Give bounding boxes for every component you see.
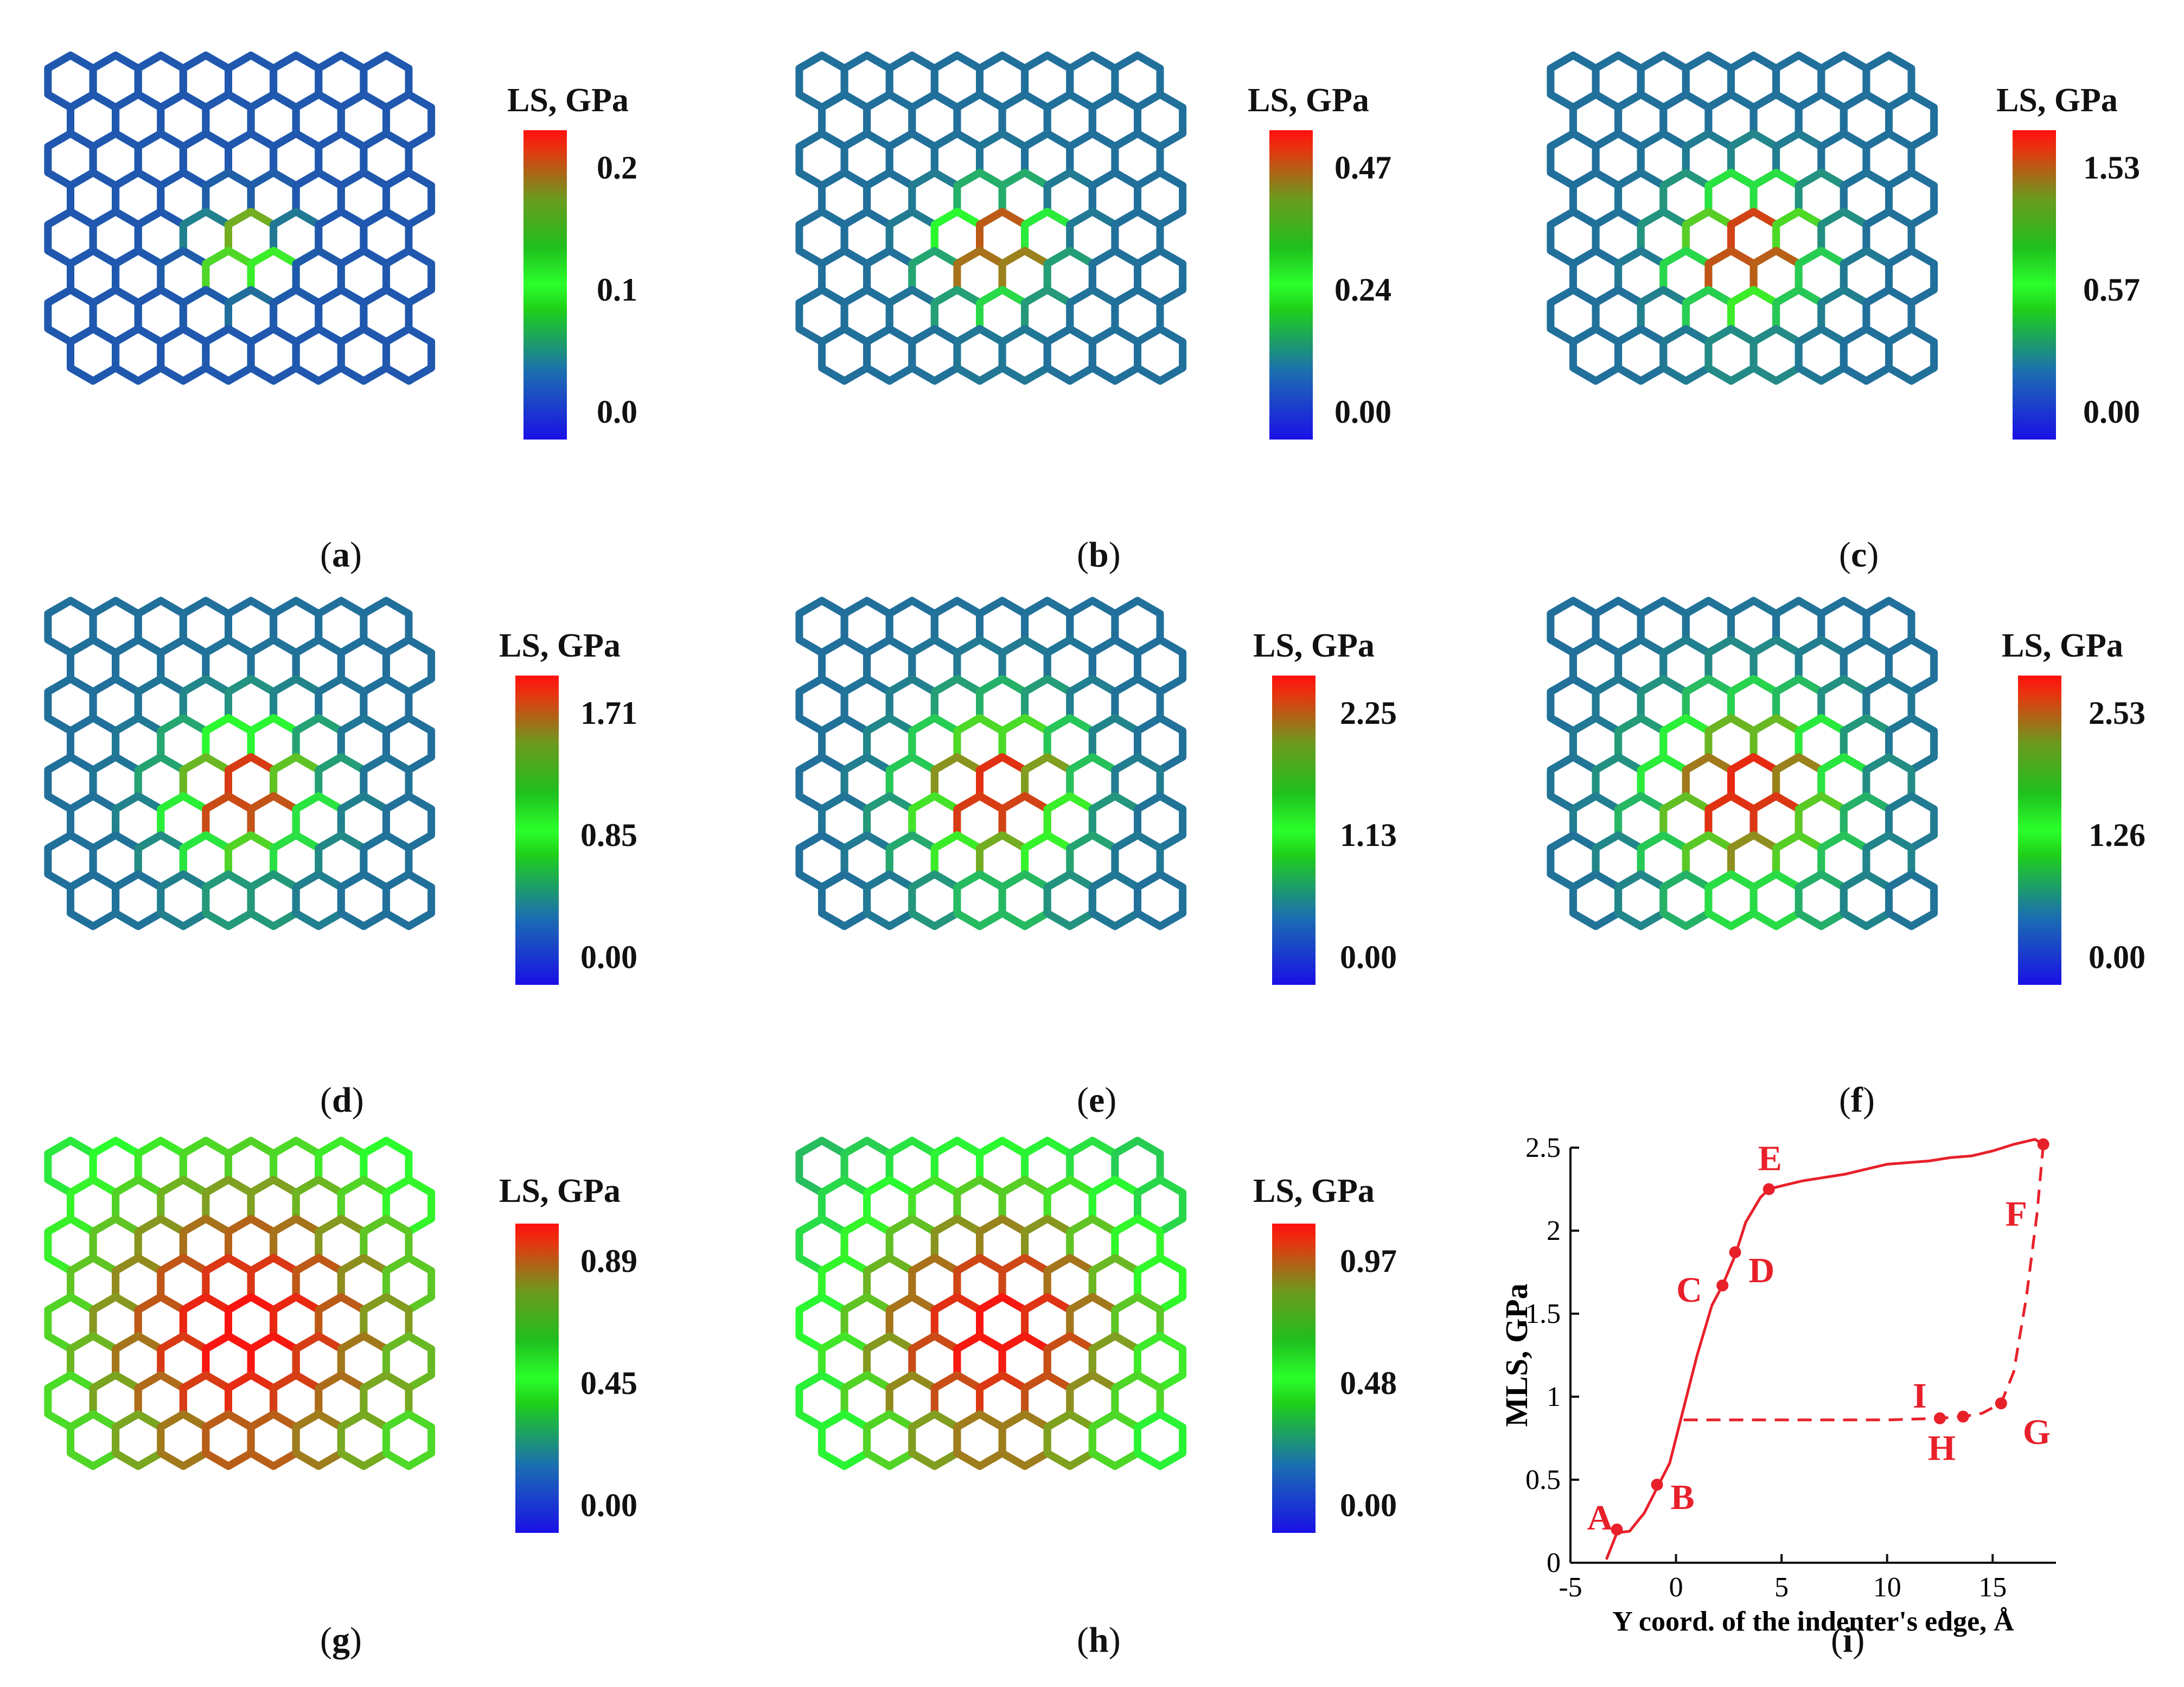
x-axis-label: Y coord. of the indenter's edge, Å (1612, 1606, 2014, 1637)
colorbar-tick-b-mid: 0.24 (1334, 272, 1391, 308)
colorbar-h (1272, 1224, 1315, 1533)
x-tick-label: 0 (1669, 1572, 1683, 1603)
point-label-D: D (1749, 1251, 1775, 1290)
y-tick-label: 0 (1547, 1548, 1561, 1578)
caption-g: (g) (320, 1620, 362, 1660)
lattice-image-e (795, 597, 1187, 930)
caption-h: (h) (1077, 1620, 1121, 1660)
colorbar-tick-h-min: 0.00 (1340, 1487, 1397, 1523)
y-tick-label: 1.5 (1525, 1298, 1561, 1329)
lattice-image-f (1547, 597, 1938, 930)
lattice-image-a (44, 52, 436, 385)
colorbar-title-f: LS, GPa (2002, 627, 2123, 664)
point-label-C: C (1676, 1270, 1702, 1310)
caption-b: (b) (1077, 535, 1121, 575)
colorbar-b (1269, 130, 1313, 440)
y-tick-label: 1 (1547, 1382, 1561, 1412)
point-B (1651, 1479, 1663, 1491)
caption-a: (a) (320, 535, 362, 575)
lattice-image-b (795, 52, 1187, 385)
caption-c: (c) (1839, 535, 1879, 575)
point-label-G: G (2023, 1412, 2051, 1452)
x-tick-label: 10 (1873, 1572, 1901, 1603)
y-axis-label: MLS, GPa (1499, 1283, 1534, 1427)
colorbar-tick-b-min: 0.00 (1334, 394, 1391, 430)
colorbar-c (2013, 130, 2056, 440)
point-D (1729, 1246, 1741, 1258)
y-tick-label: 2 (1547, 1215, 1561, 1246)
x-tick-label: 5 (1774, 1572, 1789, 1603)
point-label-A: A (1587, 1498, 1613, 1538)
point-A (1611, 1523, 1623, 1536)
colorbar-title-c: LS, GPa (1996, 82, 2118, 119)
colorbar-tick-d-mid: 0.85 (580, 817, 637, 853)
caption-f: (f) (1839, 1080, 1875, 1120)
colorbar-f (2018, 676, 2061, 985)
point-C (1716, 1279, 1729, 1291)
colorbar-tick-f-mid: 1.26 (2089, 817, 2145, 853)
series-unloading (1682, 1144, 2045, 1422)
colorbar-title-a: LS, GPa (507, 82, 629, 119)
colorbar-g (515, 1224, 559, 1533)
point-label-H: H (1928, 1429, 1956, 1468)
colorbar-tick-d-max: 1.71 (580, 695, 637, 731)
colorbar-title-h: LS, GPa (1253, 1173, 1375, 1209)
caption-d: (d) (320, 1080, 364, 1120)
y-tick-label: 2.5 (1525, 1132, 1561, 1163)
colorbar-tick-f-max: 2.53 (2089, 695, 2145, 731)
colorbar-title-e: LS, GPa (1253, 627, 1375, 664)
colorbar-tick-e-min: 0.00 (1340, 939, 1397, 975)
colorbar-d (515, 676, 559, 985)
point-label-I: I (1913, 1376, 1927, 1416)
colorbar-tick-h-mid: 0.48 (1340, 1365, 1397, 1401)
colorbar-title-d: LS, GPa (499, 627, 621, 664)
point-G (1995, 1397, 2007, 1410)
caption-e: (e) (1077, 1080, 1117, 1120)
colorbar-tick-g-mid: 0.45 (580, 1365, 637, 1401)
colorbar-title-b: LS, GPa (1248, 82, 1369, 119)
point-label-F: F (2006, 1194, 2027, 1234)
colorbar-tick-c-max: 1.53 (2083, 150, 2140, 186)
point-E (1762, 1183, 1775, 1195)
colorbar-e (1272, 676, 1315, 985)
colorbar-tick-c-min: 0.00 (2083, 394, 2140, 430)
lattice-image-d (44, 597, 436, 930)
colorbar-a (523, 130, 567, 440)
colorbar-tick-g-max: 0.89 (580, 1243, 637, 1279)
y-tick-label: 0.5 (1525, 1465, 1561, 1495)
point-label-E: E (1758, 1139, 1782, 1179)
lattice-image-c (1547, 52, 1938, 385)
colorbar-tick-h-max: 0.97 (1340, 1243, 1397, 1279)
point-H (1957, 1410, 1969, 1423)
colorbar-tick-e-mid: 1.13 (1340, 817, 1397, 853)
colorbar-tick-a-min: 0.0 (597, 394, 637, 430)
x-tick-label: 15 (1978, 1572, 2007, 1603)
colorbar-tick-e-max: 2.25 (1340, 695, 1397, 731)
colorbar-title-g: LS, GPa (499, 1173, 621, 1209)
lattice-image-g (44, 1137, 436, 1470)
lattice-image-h (795, 1137, 1187, 1470)
colorbar-tick-c-mid: 0.57 (2083, 272, 2140, 308)
colorbar-tick-a-mid: 0.1 (597, 272, 637, 308)
colorbar-tick-d-min: 0.00 (580, 939, 637, 975)
x-tick-label: -5 (1559, 1572, 1582, 1603)
point-F (2037, 1138, 2049, 1150)
caption-i: (i) (1831, 1620, 1865, 1660)
point-I (1933, 1412, 1946, 1424)
point-label-B: B (1671, 1478, 1695, 1517)
colorbar-tick-a-max: 0.2 (597, 150, 637, 186)
colorbar-tick-g-min: 0.00 (580, 1487, 637, 1523)
colorbar-tick-b-max: 0.47 (1334, 150, 1391, 186)
colorbar-tick-f-min: 0.00 (2089, 939, 2145, 975)
